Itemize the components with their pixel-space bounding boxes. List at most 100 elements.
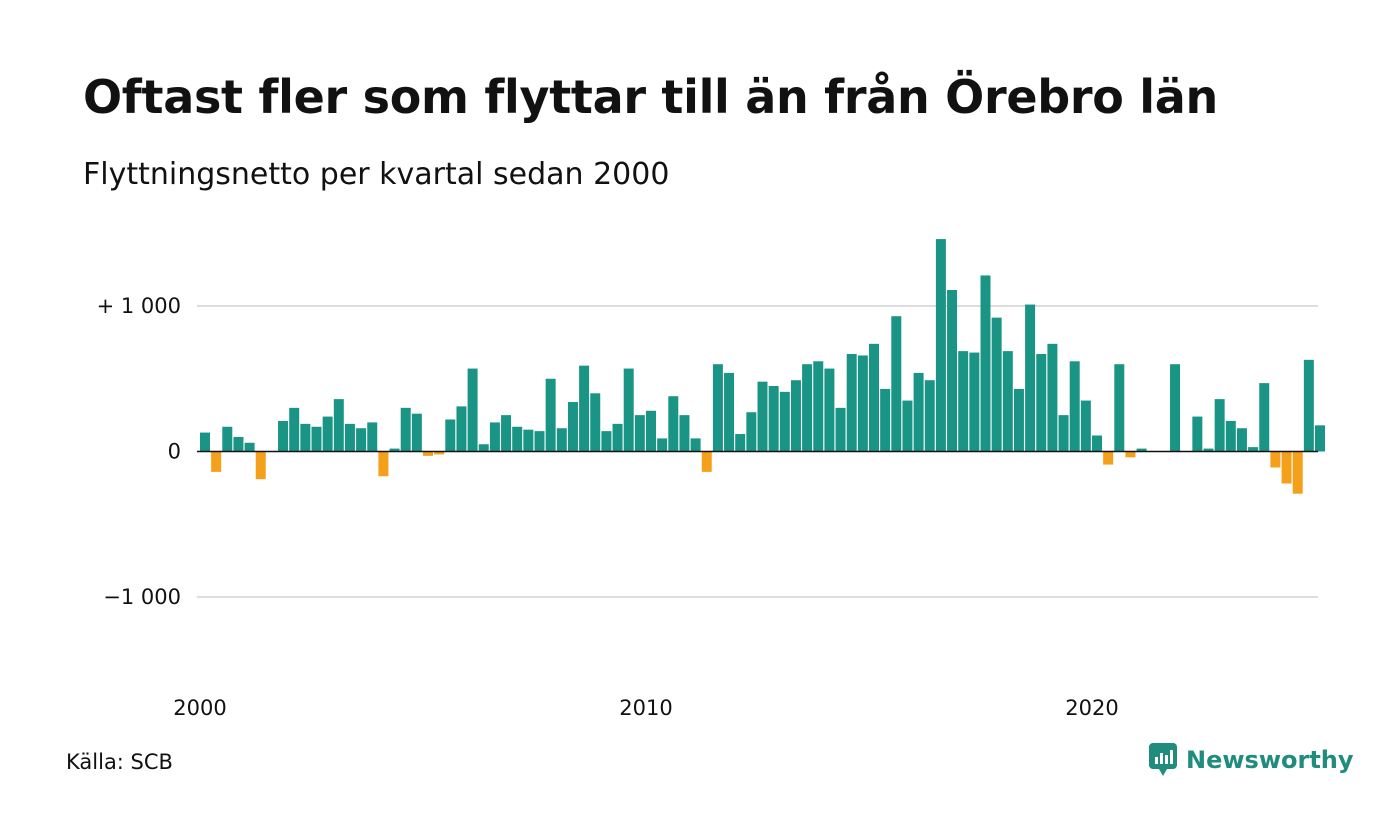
bar xyxy=(501,415,512,452)
bar xyxy=(445,419,456,452)
bar xyxy=(735,434,746,452)
bar xyxy=(300,423,311,452)
bar xyxy=(779,391,790,452)
bar xyxy=(222,426,233,452)
bar xyxy=(835,407,846,452)
bar xyxy=(668,396,679,452)
bar xyxy=(1281,451,1292,484)
bar xyxy=(724,372,735,452)
bar xyxy=(556,428,567,452)
bar xyxy=(255,451,266,480)
bar xyxy=(679,415,690,452)
bar xyxy=(1013,388,1024,452)
bar xyxy=(400,407,411,452)
bar xyxy=(244,442,255,452)
bar xyxy=(1002,351,1013,452)
bar xyxy=(1080,400,1091,452)
x-tick-label: 2020 xyxy=(1065,696,1118,720)
bar xyxy=(1047,343,1058,452)
bar xyxy=(1292,451,1303,494)
bar-chart: + 1 000 0 −1 000 2000 2010 2020 xyxy=(97,239,1325,720)
bar xyxy=(1270,451,1281,468)
bar xyxy=(1203,448,1214,452)
bar xyxy=(1214,399,1225,452)
y-tick-label: 0 xyxy=(168,440,181,464)
bar xyxy=(924,380,935,452)
bar xyxy=(980,275,991,452)
bar xyxy=(790,380,801,452)
bar xyxy=(657,438,668,452)
bar xyxy=(456,406,467,452)
bar xyxy=(857,355,868,452)
newsworthy-logo-icon xyxy=(1149,743,1177,776)
bar xyxy=(344,423,355,452)
brand-logo: Newsworthy xyxy=(1148,742,1354,778)
bar xyxy=(423,451,433,456)
grid-lines xyxy=(197,305,1318,598)
x-tick-label: 2010 xyxy=(619,696,672,720)
bar xyxy=(802,364,813,452)
bar xyxy=(434,451,445,455)
bar xyxy=(1136,448,1147,452)
bar xyxy=(1259,383,1270,452)
y-tick-label: −1 000 xyxy=(103,585,181,609)
bar xyxy=(712,364,723,452)
bar xyxy=(1025,304,1036,452)
bar xyxy=(367,422,378,452)
bar xyxy=(869,343,879,452)
bar xyxy=(512,426,523,452)
bar xyxy=(1069,361,1080,452)
bar xyxy=(768,386,779,452)
bar xyxy=(1248,447,1259,452)
bar xyxy=(211,451,222,472)
bar xyxy=(356,428,367,452)
bar xyxy=(891,316,902,452)
bar xyxy=(389,448,400,452)
bar xyxy=(478,444,489,452)
bar xyxy=(545,378,556,452)
bar xyxy=(467,368,478,452)
bar xyxy=(1125,451,1136,458)
bar xyxy=(913,372,924,452)
bar xyxy=(1225,420,1236,452)
bar xyxy=(233,436,244,452)
chart-title: Oftast fler som flyttar till än från Öre… xyxy=(83,70,1218,124)
bar xyxy=(278,420,289,452)
bar xyxy=(623,368,634,452)
bar xyxy=(1236,428,1247,452)
bar xyxy=(612,423,623,452)
bar xyxy=(746,412,757,452)
bar xyxy=(991,317,1002,452)
bar xyxy=(590,393,601,452)
bar xyxy=(757,381,768,452)
bar xyxy=(378,451,389,477)
bar xyxy=(935,239,946,452)
bar xyxy=(1114,364,1125,452)
bar xyxy=(1103,451,1114,465)
bar xyxy=(523,429,534,452)
bar xyxy=(634,415,645,452)
bar xyxy=(411,413,422,452)
bar xyxy=(1036,354,1047,452)
bar xyxy=(947,290,958,452)
bar xyxy=(567,402,578,452)
bar xyxy=(1170,364,1181,452)
bar xyxy=(846,354,857,452)
bar xyxy=(289,407,300,452)
bar xyxy=(489,422,500,452)
bar xyxy=(601,431,612,452)
bar xyxy=(813,361,824,452)
bar xyxy=(1303,359,1314,452)
bar xyxy=(311,426,322,452)
bar xyxy=(958,351,969,452)
bar xyxy=(969,352,980,452)
x-axis-labels: 2000 2010 2020 xyxy=(173,696,1118,720)
bar xyxy=(333,399,344,452)
bar xyxy=(1192,416,1203,452)
y-tick-label: + 1 000 xyxy=(97,294,181,318)
bar xyxy=(902,400,913,452)
bar xyxy=(534,431,545,452)
bar xyxy=(1092,435,1102,452)
brand-name: Newsworthy xyxy=(1186,746,1354,774)
bar xyxy=(646,410,656,452)
